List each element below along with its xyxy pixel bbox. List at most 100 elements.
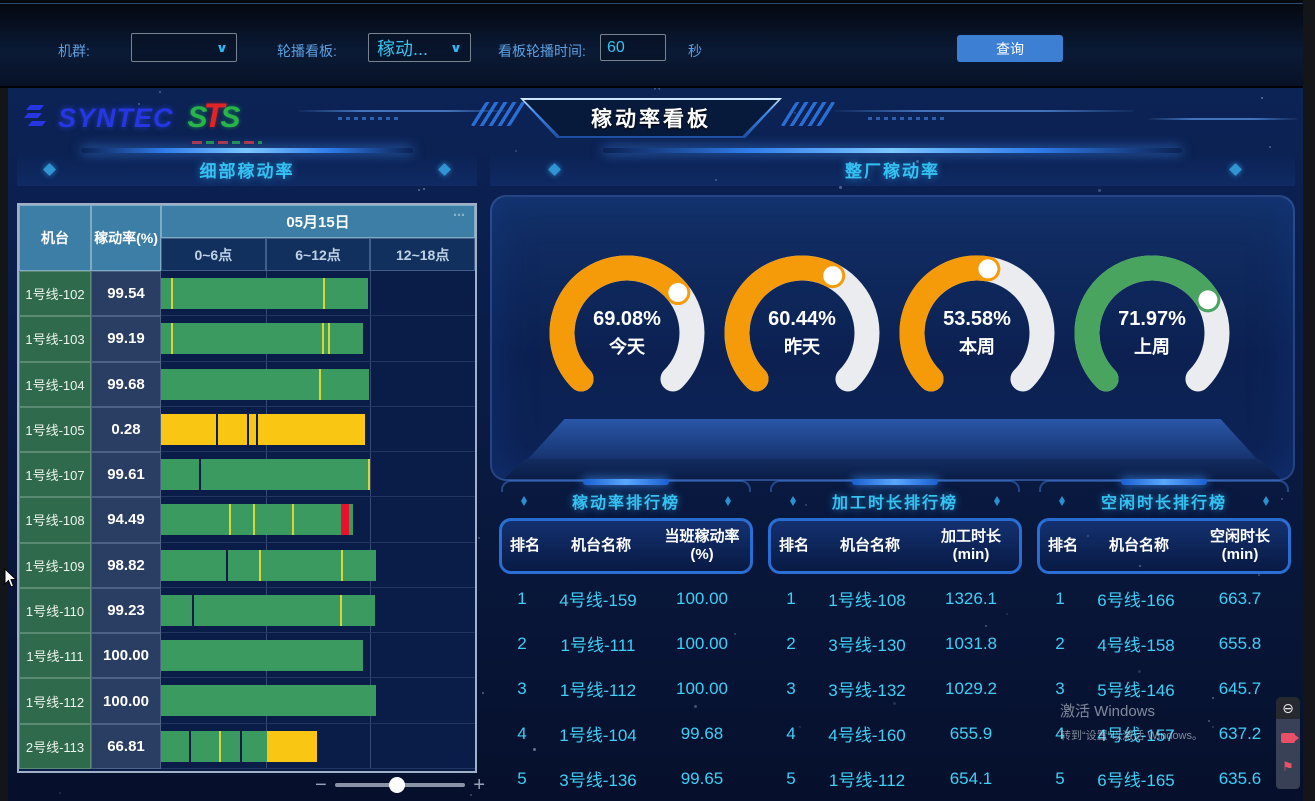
left-section-header: 细部稼动率 [17, 152, 477, 186]
ranking-cell: 4 [768, 724, 814, 744]
time-column-headers: 0~6点 6~12点 12~18点 [161, 238, 475, 271]
ranking-cell: 5号线-146 [1083, 676, 1189, 701]
screen-record-icon[interactable] [1281, 733, 1295, 743]
ranking-column-header: 排名 [771, 537, 817, 555]
cluster-select[interactable]: ∨ [131, 33, 237, 62]
more-icon[interactable]: ⋯ [453, 208, 466, 222]
ranking-cell: 1号线-112 [814, 766, 920, 791]
diamond-icon [521, 496, 527, 506]
table-row: 1号线-104 99.68 [19, 362, 475, 407]
ranking-cell: 4号线-159 [545, 586, 651, 611]
diamond-icon [1059, 496, 1065, 506]
ranking-cell: 645.7 [1189, 679, 1291, 699]
gantt-segment [161, 323, 363, 354]
rate-cell: 100.00 [91, 633, 161, 678]
zoom-in-icon[interactable]: + [473, 776, 485, 794]
rate-cell: 99.23 [91, 588, 161, 633]
zoom-slider-track[interactable] [335, 783, 466, 787]
dashboard: SYNTEC STS 稼动率看板 ^ 细部稼动率 整 [8, 88, 1303, 801]
ranking-column-header: 排名 [1040, 537, 1086, 555]
diamond-icon [43, 163, 56, 176]
gauge: 53.58% 本周 [891, 247, 1063, 419]
gantt-tick [328, 323, 330, 354]
time-column-header: 12~18点 [370, 238, 475, 271]
logo: SYNTEC STS [24, 94, 240, 142]
gantt-tick [247, 414, 249, 445]
gantt-zoom-slider: − + [315, 775, 485, 795]
header-deco-line [298, 110, 508, 112]
ranking-column-header: 机台名称 [1086, 537, 1192, 555]
gantt-tick [341, 550, 343, 581]
ranking-cell: 4号线-160 [814, 721, 920, 746]
carousel-select[interactable]: 稼动... ∨ [368, 33, 471, 62]
carousel-select-value: 稼动... [377, 35, 428, 61]
ranking-cell: 4 [499, 724, 545, 744]
gantt-segment [161, 278, 368, 309]
gantt-segment [349, 504, 352, 535]
rate-cell: 100.00 [91, 678, 161, 723]
gantt-tick [292, 504, 294, 535]
machine-cell: 1号线-112 [19, 678, 91, 723]
header-deco-dashes [338, 117, 398, 120]
collapse-arrow-icon[interactable]: ^ [654, 88, 660, 97]
gantt-bar-cell [161, 633, 475, 678]
gantt-bar-cell [161, 407, 475, 452]
ranking-cell: 1号线-111 [545, 631, 651, 656]
gauge: 60.44% 昨天 [716, 247, 888, 419]
ranking-title: 空闲时长排行榜 [1101, 489, 1227, 513]
ranking-cell: 663.7 [1189, 589, 1291, 609]
table-row: 1号线-109 98.82 [19, 543, 475, 588]
table-row: 5 1号线-112 654.1 [768, 756, 1022, 801]
ranking-column-header: 机台名称 [548, 537, 654, 555]
table-row: 5 3号线-136 99.65 [499, 756, 753, 801]
table-row: 1 1号线-108 1326.1 [768, 576, 1022, 621]
table-row: 1 4号线-159 100.00 [499, 576, 753, 621]
page-title: 稼动率看板 [520, 98, 782, 138]
machine-cell: 1号线-110 [19, 588, 91, 633]
gantt-tick [240, 731, 242, 762]
ranking-title: 稼动率排行榜 [572, 489, 680, 513]
ranking-cell: 3号线-130 [814, 631, 920, 656]
zoom-slider-knob[interactable] [389, 777, 405, 793]
topbar: 机群: ∨ 轮播看板: 稼动... ∨ 看板轮播时间: 秒 查询 [0, 0, 1303, 88]
ranking-rows: 1 4号线-159 100.00 2 1号线-111 100.00 3 1号线-112 100.… [499, 576, 753, 801]
gantt-bar-cell [161, 316, 475, 361]
machine-cell: 1号线-105 [19, 407, 91, 452]
machine-cell: 1号线-108 [19, 497, 91, 542]
diamond-icon [994, 496, 1000, 506]
hide-toolbar-icon[interactable]: ⊖ [1276, 697, 1300, 719]
interval-input[interactable] [600, 34, 666, 61]
rate-cell: 98.82 [91, 543, 161, 588]
ranking-cell: 4 [1037, 724, 1083, 744]
gauge-label: 上周 [1134, 333, 1170, 359]
ranking-cell: 1 [1037, 589, 1083, 609]
table-row: 1号线-105 0.28 [19, 407, 475, 452]
table-row: 3 1号线-112 100.00 [499, 666, 753, 711]
gantt-tick [253, 504, 255, 535]
table-row: 2 1号线-111 100.00 [499, 621, 753, 666]
gantt-bar-cell [161, 543, 475, 588]
query-button[interactable]: 查询 [957, 35, 1063, 62]
header-hatch-left [471, 102, 526, 126]
flag-icon[interactable]: ⚑ [1282, 759, 1294, 775]
zoom-out-icon[interactable]: − [315, 776, 327, 794]
gantt-bar-cell [161, 362, 475, 407]
ranking-cell: 99.65 [651, 769, 753, 789]
table-row: 1号线-107 99.61 [19, 452, 475, 497]
syntec-logo-icon [24, 101, 58, 135]
gantt-tick [229, 504, 231, 535]
rate-cell: 66.81 [91, 724, 161, 769]
ranking-cell: 2 [499, 634, 545, 654]
gauge-label: 本周 [959, 333, 995, 359]
gantt-segment [161, 550, 376, 581]
carousel-label: 轮播看板: [277, 41, 337, 61]
ranking-cell: 3号线-132 [814, 676, 920, 701]
ranking-title: 加工时长排行榜 [832, 489, 958, 513]
machine-cell: 2号线-113 [19, 724, 91, 769]
time-column-header: 0~6点 [161, 238, 266, 271]
ranking-header: 排名 机台名称 加工时长(min) [768, 518, 1022, 574]
gantt-bar-cell [161, 497, 475, 542]
ranking-cell: 655.9 [920, 724, 1022, 744]
gantt-tick [199, 459, 201, 490]
title-banner: 稼动率看板 [520, 98, 782, 138]
